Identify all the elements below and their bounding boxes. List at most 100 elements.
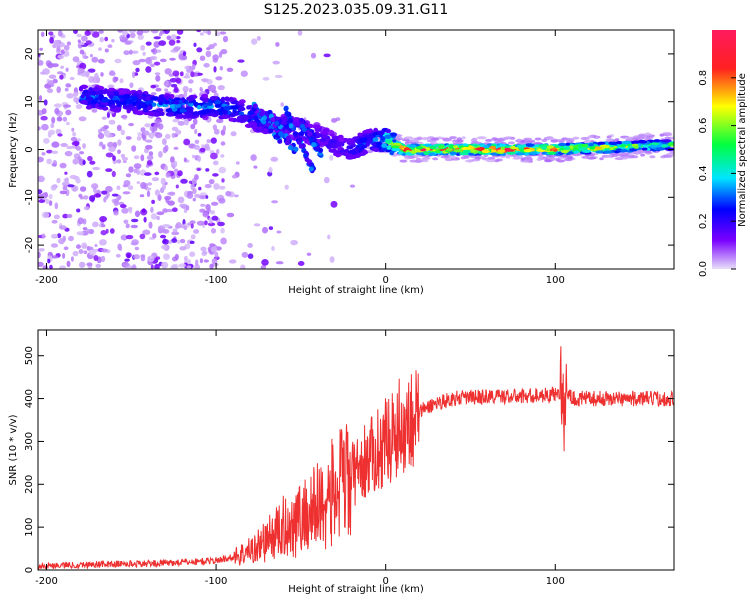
noise-speckle xyxy=(572,153,580,157)
noise-speckle xyxy=(275,42,280,47)
noise-speckle xyxy=(76,231,85,236)
ridge-blob xyxy=(490,152,499,156)
ridge-blob xyxy=(293,146,299,152)
ridge-blob xyxy=(113,91,120,96)
noise-speckle xyxy=(105,152,114,158)
noise-speckle xyxy=(101,190,108,195)
noise-speckle xyxy=(47,258,51,264)
noise-speckle xyxy=(199,147,206,153)
ridge-blob xyxy=(254,117,259,122)
noise-speckle xyxy=(62,252,66,259)
ridge-blob xyxy=(229,97,235,103)
noise-speckle xyxy=(134,246,140,251)
noise-speckle xyxy=(121,157,129,161)
noise-speckle xyxy=(150,264,154,269)
noise-speckle xyxy=(39,47,43,51)
noise-speckle xyxy=(432,157,439,161)
noise-speckle xyxy=(107,84,115,89)
ridge-blob xyxy=(557,142,567,147)
noise-speckle xyxy=(77,39,81,43)
noise-speckle xyxy=(51,150,59,154)
ridge-blob xyxy=(119,89,128,94)
noise-speckle xyxy=(190,234,196,240)
noise-speckle xyxy=(150,55,158,61)
noise-speckle xyxy=(133,254,140,260)
noise-speckle xyxy=(143,216,147,223)
noise-speckle xyxy=(632,135,641,139)
ridge-blob xyxy=(331,135,340,140)
noise-speckle xyxy=(216,118,224,124)
ridge-blob xyxy=(385,128,391,134)
noise-speckle xyxy=(158,40,167,46)
noise-speckle xyxy=(57,71,64,75)
ridge-blob xyxy=(335,153,341,158)
noise-speckle xyxy=(627,155,635,159)
ridge-blob xyxy=(270,117,276,123)
noise-speckle xyxy=(133,168,138,174)
ridge-blob xyxy=(203,103,208,109)
noise-speckle xyxy=(200,203,206,207)
ridge-blob xyxy=(372,147,379,152)
noise-speckle xyxy=(82,143,86,149)
noise-speckle xyxy=(72,131,76,137)
noise-speckle xyxy=(196,47,203,53)
noise-speckle xyxy=(78,116,87,122)
noise-speckle xyxy=(487,156,496,160)
noise-speckle xyxy=(219,31,227,35)
ridge-blob xyxy=(445,148,453,152)
noise-speckle xyxy=(137,132,142,137)
noise-speckle xyxy=(189,240,195,244)
noise-speckle xyxy=(220,49,228,55)
noise-speckle xyxy=(86,262,93,267)
noise-speckle xyxy=(38,175,45,183)
noise-speckle xyxy=(38,189,43,195)
noise-speckle xyxy=(150,30,159,34)
noise-speckle xyxy=(150,92,157,96)
ridge-blob xyxy=(529,151,538,155)
ridge-blob xyxy=(288,123,294,129)
noise-speckle xyxy=(544,159,552,163)
noise-speckle xyxy=(46,88,54,93)
noise-speckle xyxy=(183,138,191,146)
noise-speckle xyxy=(165,133,171,140)
ridge-blob xyxy=(506,151,516,155)
noise-speckle xyxy=(115,253,121,258)
noise-speckle xyxy=(99,37,104,43)
ridge-blob xyxy=(629,148,638,152)
noise-speckle xyxy=(66,41,71,46)
noise-speckle xyxy=(65,109,72,116)
noise-speckle xyxy=(119,78,124,84)
ridge-blob xyxy=(373,127,379,133)
noise-speckle xyxy=(79,151,84,155)
ridge-blob xyxy=(560,149,569,154)
y-tick-label: 200 xyxy=(24,475,35,494)
noise-speckle xyxy=(38,156,44,163)
noise-speckle xyxy=(164,144,169,152)
noise-speckle xyxy=(154,171,160,176)
noise-speckle xyxy=(49,37,54,44)
noise-speckle xyxy=(127,185,134,190)
noise-speckle xyxy=(91,56,99,63)
noise-speckle xyxy=(162,224,171,228)
noise-speckle xyxy=(476,136,487,140)
noise-speckle xyxy=(177,120,185,126)
colorbar: 0.0 0.2 0.4 0.6 0.8 Normalized spectral ampl… xyxy=(698,30,748,277)
noise-speckle xyxy=(221,178,225,183)
noise-speckle xyxy=(117,194,122,201)
noise-speckle xyxy=(38,251,41,259)
noise-speckle xyxy=(101,248,108,253)
ridge-blob xyxy=(661,139,672,143)
noise-speckle xyxy=(196,220,205,226)
noise-speckle xyxy=(177,196,185,204)
ridge-blob xyxy=(220,96,226,102)
noise-speckle xyxy=(493,159,500,163)
ridge-blob xyxy=(459,152,469,156)
noise-speckle xyxy=(140,182,147,189)
noise-speckle xyxy=(599,157,604,161)
noise-speckle xyxy=(481,157,488,161)
noise-speckle xyxy=(168,240,172,244)
noise-speckle xyxy=(226,212,235,218)
noise-speckle xyxy=(84,30,91,36)
ridge-blob xyxy=(380,136,386,141)
noise-speckle xyxy=(275,261,284,265)
